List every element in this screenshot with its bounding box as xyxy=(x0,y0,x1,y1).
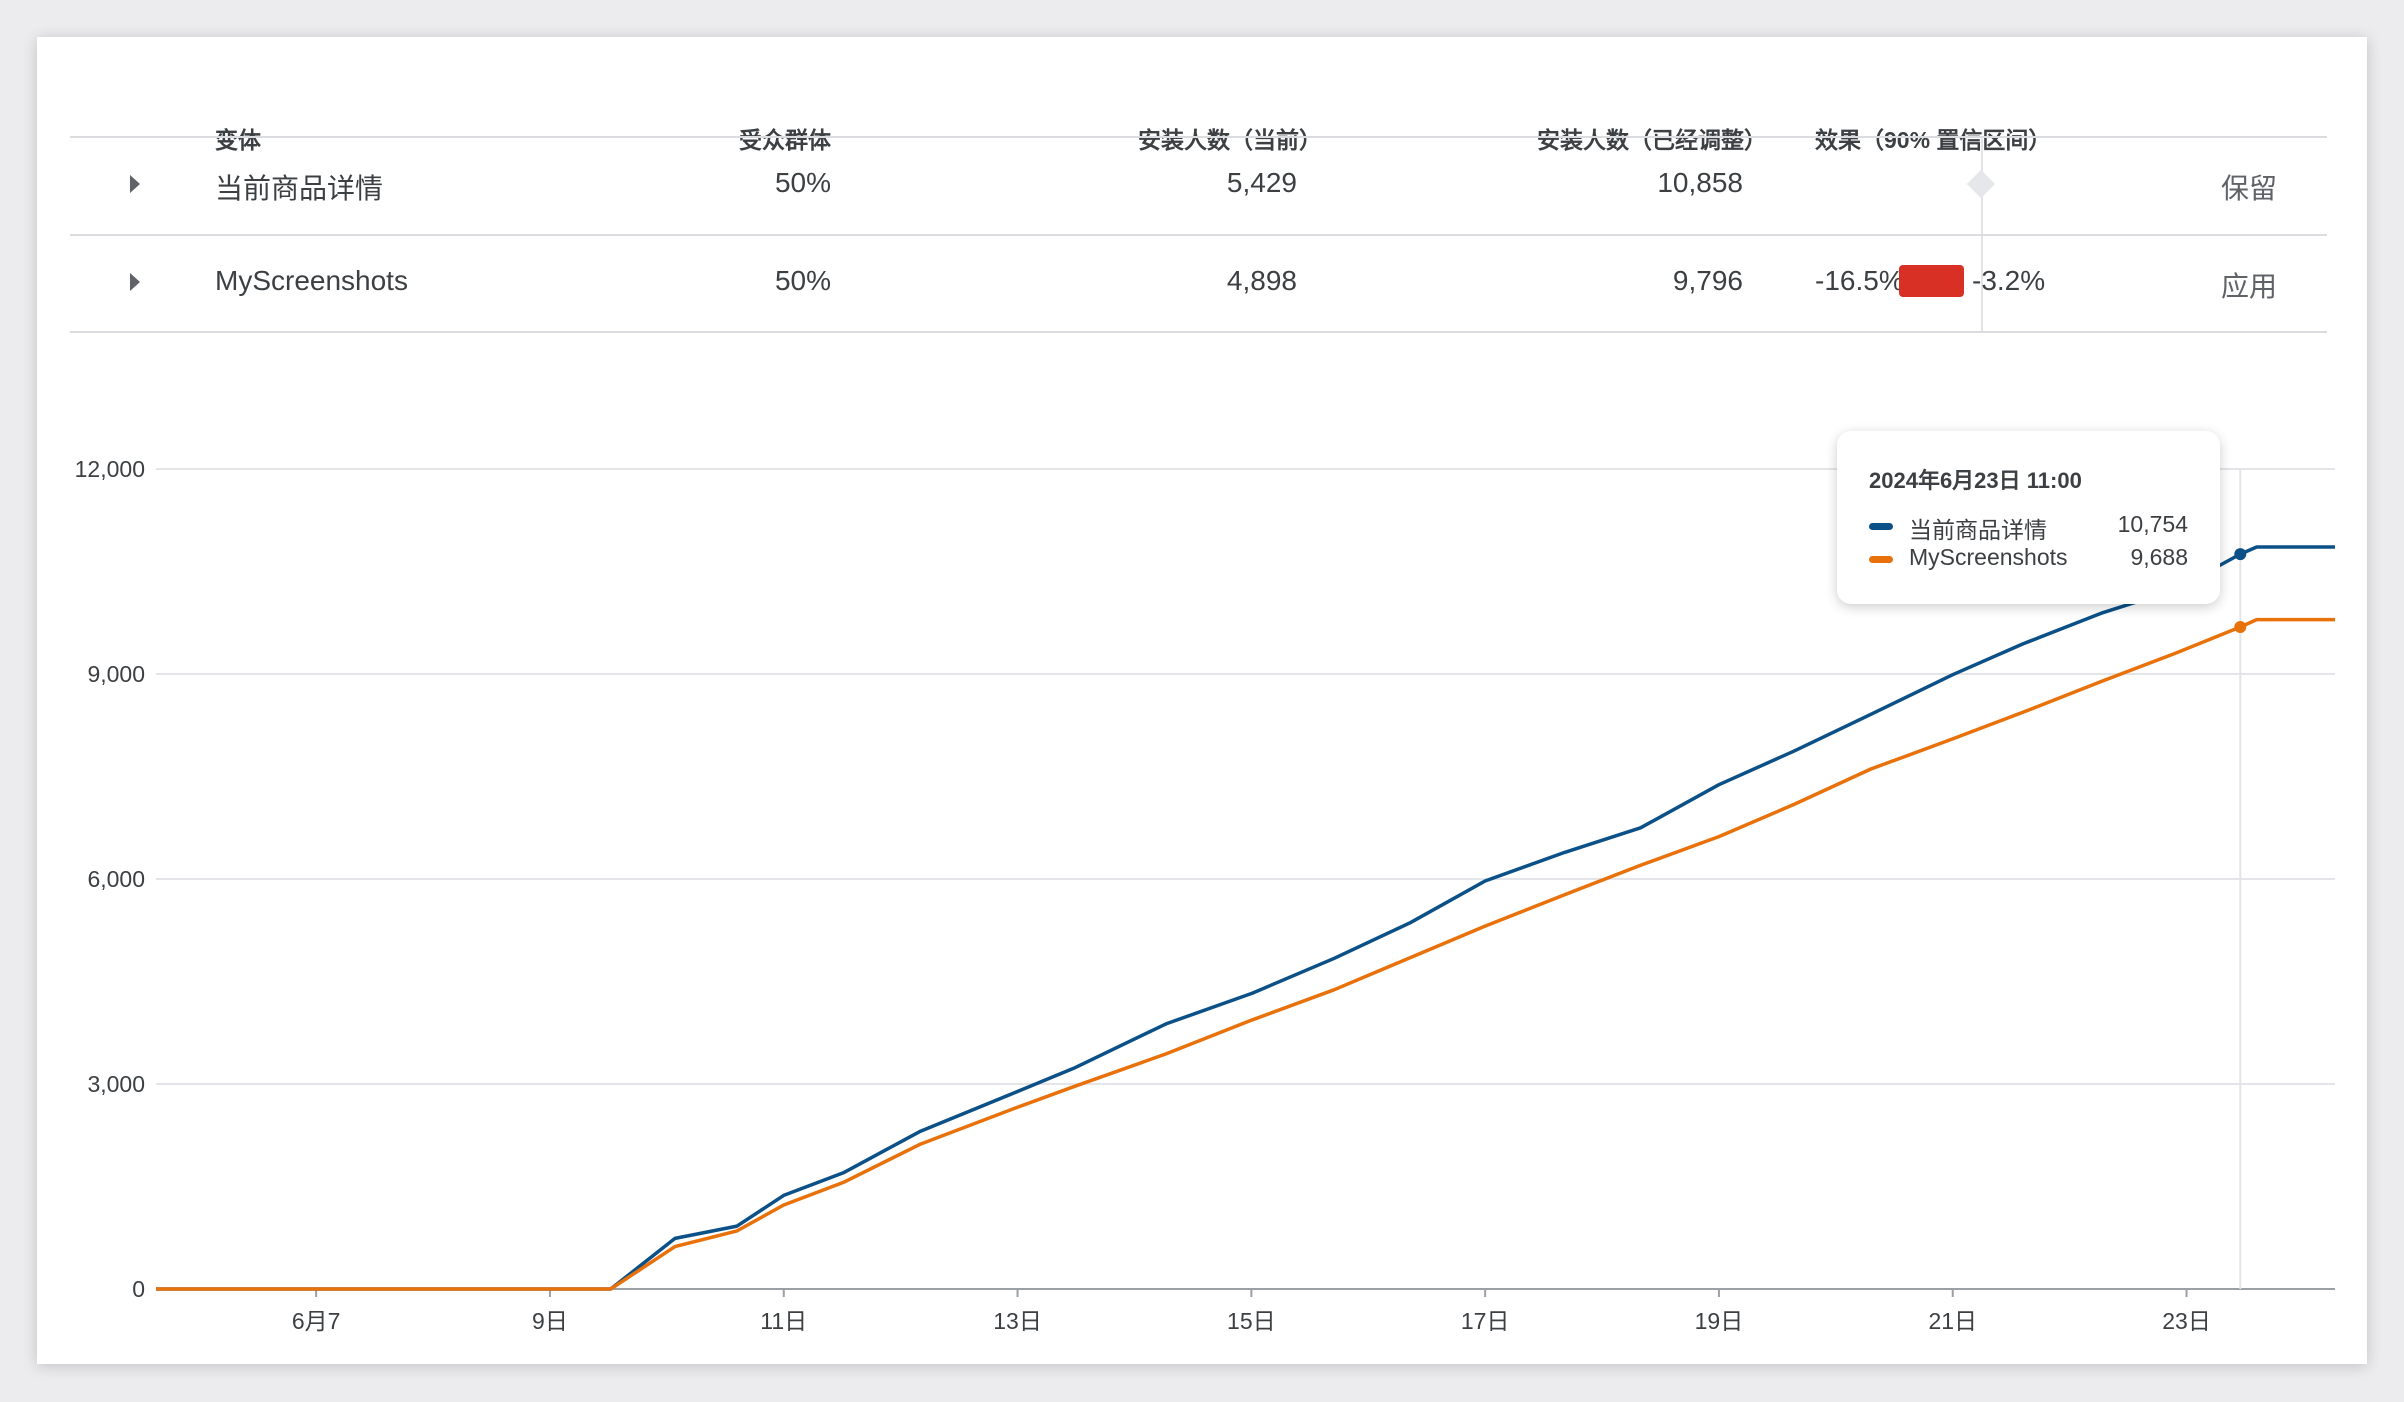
tooltip-title: 2024年6月23日 11:00 xyxy=(1869,468,2082,493)
header-installs-adjusted: 安装人数（已经调整） xyxy=(1537,127,1767,153)
apply-action[interactable]: 应用 xyxy=(2220,271,2277,302)
series-swatch-icon xyxy=(1869,556,1893,563)
tooltip-series-value: 9,688 xyxy=(2130,544,2188,570)
variant-name: 当前商品详情 xyxy=(215,173,384,204)
x-tick-label: 15日 xyxy=(1227,1308,1276,1334)
keep-action[interactable]: 保留 xyxy=(2220,173,2277,204)
series-line xyxy=(156,545,2335,1291)
series-swatch-icon xyxy=(1869,523,1893,530)
installs-adjusted-value: 9,796 xyxy=(1672,265,1743,296)
x-tick-label: 21日 xyxy=(1928,1308,1977,1334)
y-tick-label: 3,000 xyxy=(87,1071,145,1097)
x-tick-label: 13日 xyxy=(993,1308,1042,1334)
divider xyxy=(70,331,2327,333)
x-tick-label: 23日 xyxy=(2162,1308,2211,1334)
effect-interval-bar xyxy=(1899,265,1964,297)
audience-value: 50% xyxy=(774,265,831,296)
tooltip-series-name: MyScreenshots xyxy=(1909,544,2068,570)
installs-current-value: 5,429 xyxy=(1226,167,1297,198)
header-installs-current: 安装人数（当前） xyxy=(1138,127,1322,153)
y-tick-label: 6,000 xyxy=(87,866,145,892)
tooltip-series-value: 10,754 xyxy=(2117,511,2188,537)
y-tick-label: 12,000 xyxy=(75,456,145,482)
effect-high: -3.2% xyxy=(1972,265,2046,296)
installs-adjusted-value: 10,858 xyxy=(1657,167,1743,198)
header-variant: 变体 xyxy=(215,127,261,153)
x-tick-label: 17日 xyxy=(1461,1308,1510,1334)
variant-name: MyScreenshots xyxy=(215,265,408,296)
chart-tooltip: 2024年6月23日 11:00 当前商品详情 10,754 MyScreens… xyxy=(1837,431,2220,604)
x-tick-label: 6月7 xyxy=(292,1308,341,1334)
experiment-results-card: 变体 受众群体 安装人数（当前） 安装人数（已经调整） 效果（90% 置信区间）… xyxy=(37,37,2367,1364)
x-tick-label: 19日 xyxy=(1695,1308,1744,1334)
tooltip-series-name: 当前商品详情 xyxy=(1909,517,2047,543)
x-tick-label: 11日 xyxy=(760,1308,807,1334)
installs-current-value: 4,898 xyxy=(1226,265,1297,296)
x-tick-label: 9日 xyxy=(532,1308,568,1334)
expand-arrow-icon[interactable] xyxy=(130,273,140,291)
audience-value: 50% xyxy=(774,167,831,198)
header-effect: 效果（90% 置信区间） xyxy=(1815,127,2052,153)
hover-point xyxy=(2234,548,2247,561)
y-tick-label: 9,000 xyxy=(87,661,145,687)
header-audience: 受众群体 xyxy=(739,127,831,153)
divider xyxy=(70,136,2327,138)
series-line xyxy=(156,617,2335,1291)
installs-line-chart: 0 3,000 6,000 9,000 12,000 6月7 9日 11日 13日 15日 17日 1… xyxy=(75,456,2335,1334)
expand-arrow-icon[interactable] xyxy=(130,175,140,193)
divider xyxy=(70,234,2327,236)
hover-point xyxy=(2234,620,2247,633)
y-tick-label: 0 xyxy=(132,1276,145,1302)
effect-low: -16.5% xyxy=(1815,265,1904,296)
